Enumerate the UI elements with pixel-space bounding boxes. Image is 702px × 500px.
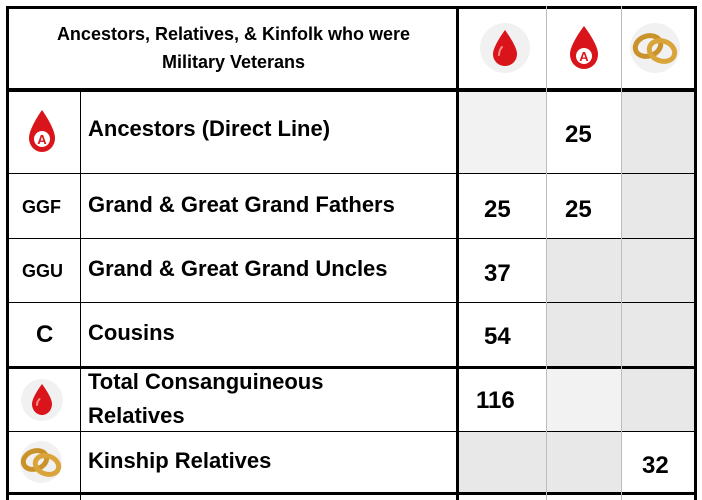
row-code-c: C: [36, 321, 54, 348]
blood-drop-icon: [479, 22, 531, 74]
rule-label: [456, 6, 459, 500]
blood-drop-icon: [20, 378, 64, 422]
rule-bottom: [6, 492, 696, 495]
cell-shade-r1c1: [458, 92, 546, 173]
cell-shade-r6c1: [458, 432, 546, 492]
blood-drop-a-icon: A: [560, 22, 608, 74]
rule-row4: [6, 366, 696, 369]
rule-row3: [6, 302, 696, 303]
cell-shade-r5c2: [546, 368, 622, 432]
rule-row1: [6, 173, 696, 174]
row1-col2-value: 25: [565, 121, 592, 148]
row-label-grand-uncles: Grand & Great Grand Uncles: [88, 256, 388, 281]
row-code-ggf: GGF: [22, 197, 61, 217]
header-title-cell: Ancestors, Relatives, & Kinfolk who were…: [10, 8, 457, 88]
rule-c2: [621, 6, 622, 500]
row-label-kinship: Kinship Relatives: [88, 448, 272, 473]
row-code-ggu: GGU: [22, 261, 64, 281]
row2-col1-value: 25: [484, 196, 511, 223]
cell-shade-r3c2: [546, 238, 622, 302]
rule-top: [6, 6, 696, 9]
cell-shade-r6c2: [546, 432, 622, 492]
cell-shade-r2c3: [622, 173, 694, 238]
row6-col3-value: 32: [642, 452, 669, 479]
row3-col1-value: 37: [484, 260, 511, 287]
rule-left: [6, 6, 9, 500]
cell-shade-r4c2: [546, 302, 622, 366]
rule-c1: [546, 6, 547, 500]
cell-shade-r4c3: [622, 302, 694, 366]
row-label-ancestors: Ancestors (Direct Line): [88, 116, 331, 141]
cell-shade-r5c3: [622, 368, 694, 432]
rule-row5: [6, 431, 696, 432]
blood-drop-a-icon: A: [26, 108, 58, 156]
row-label-total-line1: Total Consanguineous: [88, 369, 324, 394]
row5-col1-value: 116: [476, 387, 515, 414]
cell-shade-r1c3: [622, 92, 694, 173]
header-title-line2: Military Veterans: [161, 52, 306, 72]
rule-row2: [6, 238, 696, 239]
row-label-grand-fathers: Grand & Great Grand Fathers: [88, 192, 395, 217]
rule-right: [694, 6, 697, 500]
svg-text:A: A: [37, 132, 47, 147]
rule-code: [80, 92, 81, 500]
row-label-total-line2: Relatives: [88, 403, 185, 428]
row4-col1-value: 54: [484, 323, 511, 350]
row2-col2-value: 25: [565, 196, 592, 223]
wedding-rings-icon: [625, 22, 685, 74]
cell-shade-r3c3: [622, 238, 694, 302]
row-label-cousins: Cousins: [88, 320, 175, 345]
wedding-rings-icon: [12, 440, 70, 484]
svg-text:A: A: [579, 49, 589, 64]
rule-header-bottom: [6, 88, 696, 92]
header-title-line1: Ancestors, Relatives, & Kinfolk who were: [56, 24, 411, 44]
